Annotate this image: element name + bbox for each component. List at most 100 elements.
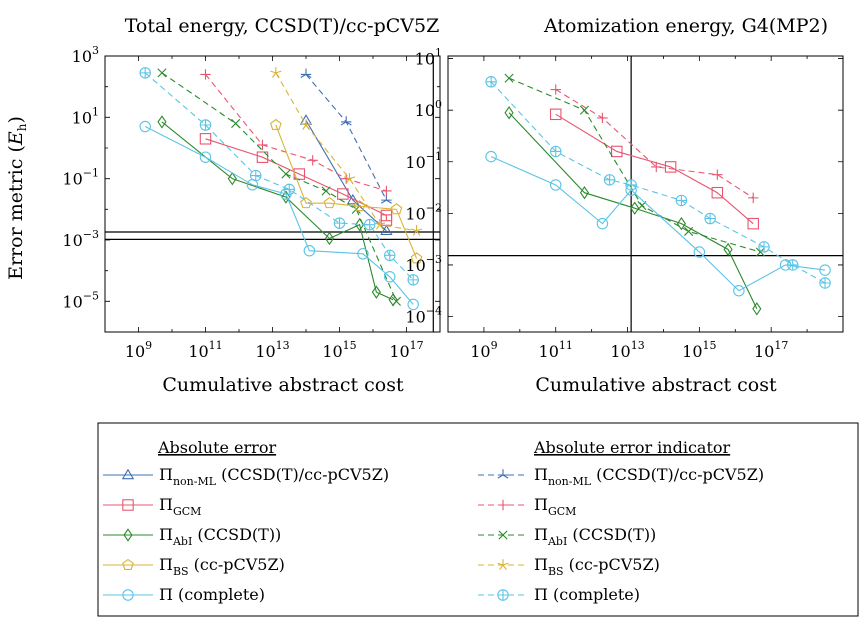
data-point — [300, 119, 312, 130]
data-point — [684, 226, 694, 236]
x-tick-label: 1017 — [389, 339, 423, 361]
data-point — [676, 216, 686, 231]
plot-area-0 — [104, 55, 441, 333]
legend-marker — [497, 469, 509, 479]
data-point — [819, 264, 831, 276]
data-point — [380, 194, 392, 204]
data-point — [374, 218, 386, 230]
data-point — [693, 246, 706, 258]
data-point — [283, 183, 295, 196]
series-bs-indicator — [270, 67, 423, 236]
data-point — [231, 118, 241, 129]
data-point — [281, 190, 291, 204]
data-point — [611, 145, 623, 158]
data-point — [157, 68, 167, 78]
legend-marker — [123, 528, 133, 542]
data-point — [250, 169, 262, 182]
legend-header-error-indicator: Absolute error indicator — [533, 438, 731, 457]
x-tick-label: 1015 — [682, 339, 716, 361]
legend-entry: Πnon-ML (CCSD(T)/cc-pCV5Z) — [478, 465, 764, 488]
panel-total-energy: Total energy, CCSD(T)/cc-pCV5Z Cumulativ… — [5, 15, 441, 396]
series-line — [144, 126, 414, 305]
data-point — [675, 194, 688, 207]
panel-title-atomization-energy: Atomization energy, G4(MP2) — [543, 15, 828, 37]
series-complete-indicator — [485, 76, 831, 289]
data-point — [733, 284, 745, 297]
series-nonml-indicator — [300, 68, 392, 204]
data-point — [157, 115, 167, 129]
legend-label: ΠAbI (CCSD(T)) — [159, 525, 281, 548]
data-point — [819, 277, 831, 289]
legend: Absolute error Absolute error indicator … — [97, 422, 859, 617]
series-line — [555, 113, 754, 225]
series-line — [490, 156, 826, 292]
plot-area-1 — [447, 55, 844, 333]
panel-title-total-energy: Total energy, CCSD(T)/cc-pCV5Z — [125, 15, 440, 37]
y-tick-label: 10−1 — [62, 167, 99, 189]
series-line — [275, 124, 418, 259]
data-point — [579, 105, 590, 115]
legend-label: ΠGCM — [534, 495, 576, 518]
x-tick-label: 1011 — [539, 339, 573, 361]
data-point — [199, 133, 212, 145]
data-point — [712, 169, 723, 180]
data-point — [343, 172, 356, 184]
series-line — [144, 72, 414, 281]
data-point — [407, 298, 419, 311]
legend-marker — [121, 468, 135, 480]
data-point — [390, 203, 403, 215]
data-point — [603, 174, 616, 186]
data-point — [596, 217, 609, 230]
series-complete-indicator — [139, 67, 419, 286]
data-point — [410, 252, 423, 264]
data-point — [504, 73, 514, 83]
data-point — [549, 179, 562, 191]
series-abi-error — [504, 106, 762, 316]
legend-marker — [498, 530, 508, 540]
data-point — [485, 150, 497, 163]
data-point — [333, 217, 346, 229]
data-point — [651, 161, 662, 173]
series-line — [161, 72, 397, 302]
data-point — [380, 224, 393, 235]
legend-header-absolute-error: Absolute error — [157, 438, 276, 457]
data-point — [363, 218, 376, 231]
x-tick-label: 1015 — [322, 339, 356, 361]
panel-atomization-energy: Atomization energy, G4(MP2) Cumulative a… — [405, 15, 844, 396]
data-point — [549, 145, 562, 158]
data-point — [383, 249, 396, 262]
legend-label: Π (complete) — [159, 585, 265, 604]
data-point — [786, 259, 799, 271]
data-point — [353, 200, 366, 212]
series-line — [508, 112, 758, 310]
ticks-1 — [447, 56, 844, 332]
legend-label: Π (complete) — [534, 585, 640, 604]
data-point — [324, 231, 335, 246]
legend-entry: ΠAbI (CCSD(T)) — [478, 525, 656, 548]
legend-frame — [97, 422, 859, 617]
y-tick-label: 103 — [72, 44, 99, 66]
data-point — [281, 169, 291, 179]
x-tick-label: 1017 — [754, 339, 788, 361]
y-axis-label: Error metric (Eh) — [5, 116, 29, 280]
legend-marker — [122, 499, 134, 511]
legend-label: ΠBS (cc-pCV5Z) — [159, 555, 285, 578]
legend-entry: ΠGCM — [478, 495, 576, 518]
data-point — [303, 244, 316, 257]
data-point — [407, 274, 419, 286]
legend-entry: ΠBS (cc-pCV5Z) — [478, 555, 660, 578]
data-point — [321, 186, 331, 196]
y-tick-label: 101 — [415, 47, 442, 69]
series-line — [205, 138, 387, 221]
data-point — [579, 186, 590, 200]
ticks-0 — [104, 55, 441, 333]
data-point — [625, 179, 637, 191]
data-point — [723, 242, 733, 257]
y-tick-label: 10−4 — [405, 305, 442, 327]
data-point — [748, 192, 759, 204]
data-point — [357, 248, 369, 260]
data-point — [199, 119, 212, 131]
legend-entry: Π (complete) — [478, 585, 640, 604]
data-point — [704, 212, 716, 225]
data-point — [300, 197, 312, 209]
